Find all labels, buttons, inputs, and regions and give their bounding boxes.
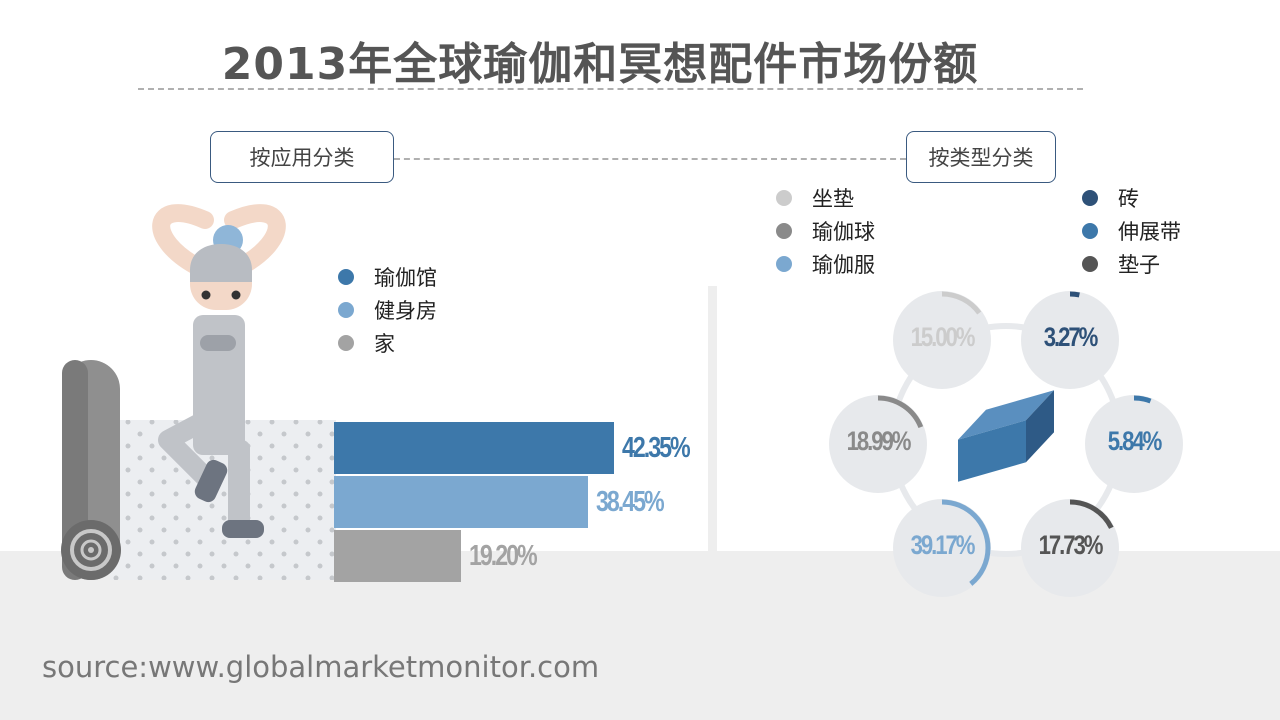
legend-dot-icon [1082,223,1098,239]
donut-arc-cushion [893,291,991,389]
donut-value-label: 15.00% [910,322,976,352]
yoga-illustration [61,204,336,580]
bar-yoga-studio [334,422,614,474]
legend-label: 健身房 [374,299,437,323]
donut-value-label: 17.73% [1038,530,1104,560]
donut-value-label: 3.27% [1043,322,1099,352]
source-text: source:www.globalmarketmonitor.com [42,650,600,684]
panel-divider [708,286,717,552]
legend-item-cushion: 坐垫 [776,184,854,212]
bar-value-label: 38.45% [596,486,665,518]
donut-arc-block [1021,291,1119,389]
legend-label: 瑜伽服 [812,253,875,277]
legend-item-block: 砖 [1082,184,1139,212]
title-divider [138,88,1083,90]
legend-item-gym: 健身房 [338,296,437,324]
donut-value-label: 18.99% [846,426,912,456]
donut-arc-strap [1085,395,1183,493]
bar-value-label: 42.35% [622,432,691,464]
legend-label: 伸展带 [1118,220,1181,244]
panel-label-connector [394,158,906,160]
legend-item-yoga-ball: 瑜伽球 [776,217,875,245]
legend-label: 垫子 [1118,253,1160,277]
legend-item-home: 家 [338,329,395,357]
donut-arc-yoga-ball [829,395,927,493]
donut-value-label: 5.84% [1107,426,1163,456]
donut-arc-yoga-wear [893,499,991,597]
bar-home [334,530,461,582]
block-icon [958,390,1054,482]
legend-item-strap: 伸展带 [1082,217,1181,245]
donut-yoga-ball [829,395,927,493]
legend-label: 坐垫 [812,187,854,211]
donut-value-label: 39.17% [910,530,976,560]
legend-dot-icon [1082,256,1098,272]
legend-dot-icon [338,302,354,318]
legend-dot-icon [1082,190,1098,206]
legend-label: 砖 [1118,187,1139,211]
donut-arc-mat [1021,499,1119,597]
legend-dot-icon [776,190,792,206]
bar-gym [334,476,589,528]
legend-item-mat: 垫子 [1082,250,1160,278]
legend-label: 瑜伽馆 [374,266,437,290]
donut-mat [1021,499,1119,597]
bar-value-label: 19.20% [468,540,538,572]
panel-label-type: 按类型分类 [906,131,1056,183]
legend-dot-icon [776,223,792,239]
donut-block [1021,291,1119,389]
donut-cushion [893,291,991,389]
legend-label: 瑜伽球 [812,220,875,244]
legend-dot-icon [338,335,354,351]
legend-item-yoga-studio: 瑜伽馆 [338,263,437,291]
chart-title: 2013年全球瑜伽和冥想配件市场份额 [221,39,979,90]
type-share-ring-chart [829,291,1183,597]
donut-yoga-wear [893,499,991,597]
legend-label: 家 [374,332,395,356]
legend-dot-icon [338,269,354,285]
legend-item-yoga-wear: 瑜伽服 [776,250,875,278]
legend-dot-icon [776,256,792,272]
donut-strap [1085,395,1183,493]
panel-label-application: 按应用分类 [210,131,394,183]
